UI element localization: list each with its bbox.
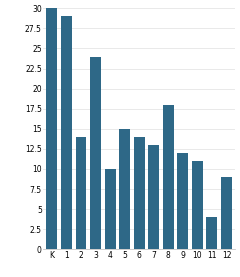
Bar [192, 161, 203, 249]
Bar [163, 105, 174, 249]
Bar [221, 177, 232, 249]
Bar [90, 57, 101, 249]
Bar [119, 129, 130, 249]
Bar [148, 145, 159, 249]
Bar [206, 217, 217, 249]
Bar [61, 16, 72, 249]
Bar [105, 169, 116, 249]
Bar [177, 153, 188, 249]
Bar [47, 8, 57, 249]
Bar [76, 137, 86, 249]
Bar [134, 137, 145, 249]
